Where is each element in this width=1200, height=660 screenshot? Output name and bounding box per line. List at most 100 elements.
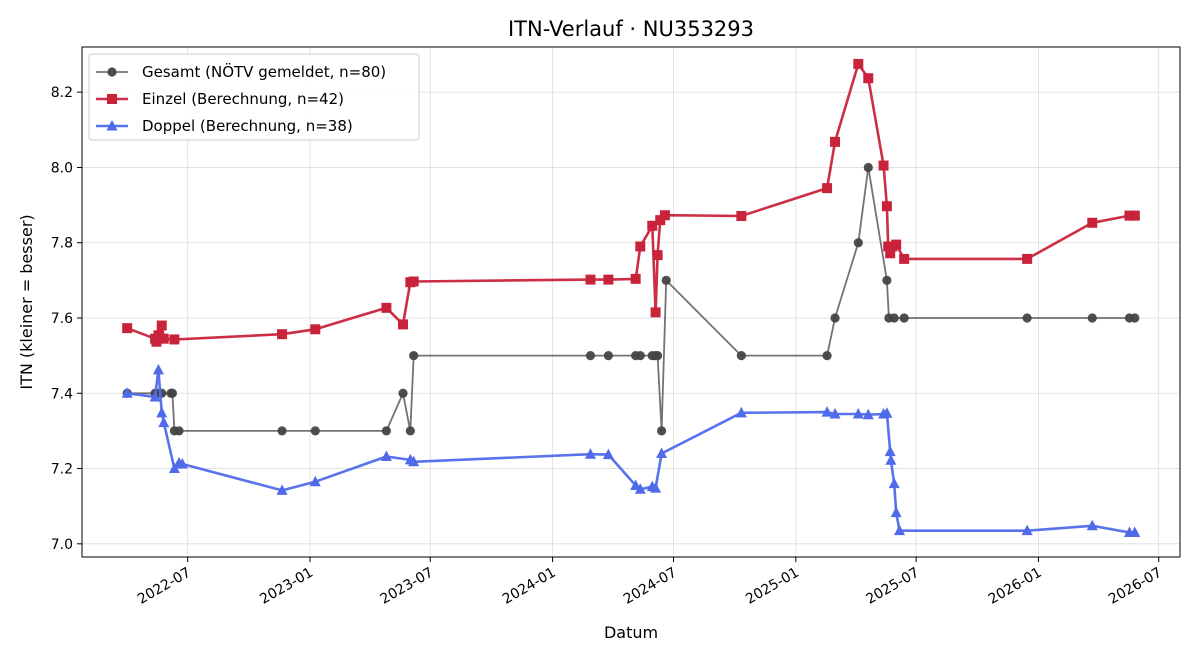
data-point	[889, 313, 899, 323]
data-point	[735, 406, 747, 418]
plot-frame	[81, 46, 1181, 558]
legend-marker	[107, 94, 117, 104]
data-point	[878, 160, 889, 171]
x-tick-label: 2022-07	[135, 565, 194, 608]
data-point	[408, 455, 420, 467]
data-point	[1087, 217, 1098, 228]
data-point	[149, 391, 161, 402]
data-point	[852, 407, 864, 419]
y-axis-label: ITN (kleiner = besser)	[17, 214, 36, 389]
data-point	[1124, 210, 1135, 221]
data-point	[277, 329, 288, 340]
y-tick-label: 7.4	[51, 386, 73, 402]
data-point	[310, 324, 321, 335]
data-point	[398, 388, 408, 398]
data-point	[174, 426, 184, 436]
data-point	[1087, 313, 1097, 323]
y-tick-label: 7.2	[51, 462, 73, 478]
data-point	[634, 483, 646, 494]
series-2	[122, 58, 1140, 347]
data-point	[830, 313, 840, 323]
data-point	[736, 351, 746, 361]
y-tick-label: 7.8	[51, 236, 73, 252]
data-point	[381, 426, 392, 436]
y-axis-ticks: 7.0 7.2 7.4 7.6 7.8 8.0 8.2	[51, 85, 82, 553]
data-point	[156, 320, 167, 331]
data-point	[158, 333, 169, 344]
data-point	[156, 406, 168, 418]
series-line	[127, 368, 1135, 534]
data-point	[585, 351, 596, 361]
data-point	[853, 238, 863, 248]
data-point	[652, 351, 663, 361]
data-point	[276, 484, 288, 495]
legend-box	[88, 53, 420, 141]
data-point	[822, 183, 833, 194]
series-layer	[121, 58, 1141, 538]
data-point	[381, 302, 392, 313]
data-point	[650, 482, 662, 493]
data-point	[821, 406, 833, 417]
data-point	[863, 73, 874, 84]
data-point	[1130, 313, 1140, 323]
data-point	[661, 275, 671, 285]
data-point	[309, 475, 321, 487]
y-tick-label: 7.0	[51, 537, 73, 553]
data-point	[398, 319, 409, 330]
data-point	[853, 58, 864, 69]
data-point	[650, 307, 661, 318]
data-point	[121, 387, 133, 398]
y-tick-label: 8.0	[51, 160, 73, 176]
data-point	[894, 524, 906, 536]
x-tick-label: 2023-07	[378, 565, 437, 608]
data-point	[862, 408, 874, 420]
y-tick-label: 8.2	[51, 85, 73, 101]
data-point	[168, 462, 180, 474]
legend-label: Einzel (Berechnung, n=42)	[142, 90, 344, 108]
data-point	[635, 241, 646, 252]
x-tick-label: 2023-01	[257, 565, 316, 608]
data-point	[405, 426, 415, 436]
data-point	[884, 445, 896, 457]
data-point	[380, 450, 392, 462]
x-tick-label: 2024-01	[500, 565, 559, 608]
data-point	[630, 273, 641, 284]
x-tick-label: 2026-01	[986, 565, 1045, 608]
x-axis-ticks: 2022-07 2023-01 2023-07 2024-01 2024-07 2025-…	[135, 557, 1165, 608]
data-point	[899, 253, 910, 264]
data-point	[409, 351, 419, 361]
data-point	[277, 426, 287, 436]
legend-label: Doppel (Berechnung, n=38)	[142, 117, 353, 135]
data-point	[888, 477, 900, 489]
x-axis-label: Datum	[604, 623, 658, 642]
legend: Gesamt (NÖTV gemeldet, n=80) Einzel (Bere…	[88, 53, 420, 141]
data-point	[158, 416, 170, 428]
data-point	[1021, 524, 1033, 536]
legend-marker	[106, 120, 118, 131]
y-tick-label: 7.6	[51, 311, 73, 327]
data-point	[1022, 253, 1033, 264]
data-point	[603, 274, 614, 285]
data-point	[1022, 313, 1032, 323]
data-point	[167, 388, 177, 398]
data-point	[829, 407, 841, 419]
data-point	[585, 274, 596, 285]
series-line	[127, 166, 1135, 432]
x-tick-label: 2025-01	[743, 565, 802, 608]
series-1	[122, 162, 1140, 436]
data-point	[602, 448, 614, 460]
data-point	[169, 334, 180, 345]
x-tick-label: 2025-07	[863, 565, 922, 608]
data-point	[122, 323, 133, 334]
data-point	[1129, 526, 1141, 538]
data-point	[822, 351, 832, 361]
series-3	[121, 363, 1141, 538]
data-point	[881, 407, 893, 418]
data-point	[584, 448, 596, 459]
data-point	[153, 330, 164, 341]
data-point	[882, 275, 892, 285]
data-point	[152, 363, 164, 375]
data-point	[863, 162, 873, 173]
data-point	[151, 336, 162, 347]
